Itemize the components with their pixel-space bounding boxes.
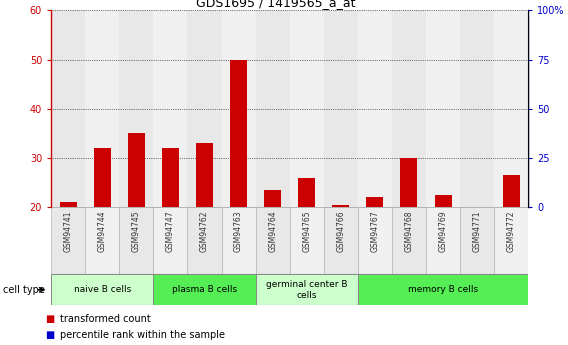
Bar xyxy=(51,207,85,274)
Text: memory B cells: memory B cells xyxy=(408,285,478,294)
Bar xyxy=(51,274,153,305)
Text: GSM94768: GSM94768 xyxy=(404,210,414,252)
Text: GSM94771: GSM94771 xyxy=(473,210,482,252)
Text: ■: ■ xyxy=(45,314,55,324)
Text: naive B cells: naive B cells xyxy=(74,285,131,294)
Bar xyxy=(162,148,179,207)
Text: GSM94762: GSM94762 xyxy=(200,210,209,252)
Text: ■: ■ xyxy=(45,330,55,339)
Bar xyxy=(358,207,392,274)
Bar xyxy=(256,274,358,305)
Bar xyxy=(196,143,213,207)
Bar xyxy=(153,274,256,305)
Bar xyxy=(392,10,426,207)
Text: GSM94745: GSM94745 xyxy=(132,210,141,252)
Bar xyxy=(230,60,247,207)
Point xyxy=(132,109,141,115)
Point xyxy=(438,115,448,120)
Bar xyxy=(460,207,494,274)
Bar xyxy=(435,195,452,207)
Text: GSM94764: GSM94764 xyxy=(268,210,277,252)
Bar xyxy=(119,207,153,274)
Point xyxy=(234,105,243,110)
Bar xyxy=(119,10,153,207)
Bar xyxy=(494,10,528,207)
Text: GSM94765: GSM94765 xyxy=(302,210,311,252)
Bar xyxy=(358,274,528,305)
Point xyxy=(166,109,175,115)
Text: GSM94747: GSM94747 xyxy=(166,210,175,252)
Bar xyxy=(324,10,358,207)
Point xyxy=(473,117,482,122)
Bar xyxy=(290,10,324,207)
Bar xyxy=(400,158,417,207)
Bar xyxy=(187,207,222,274)
Bar xyxy=(128,133,145,207)
Text: germinal center B
cells: germinal center B cells xyxy=(266,280,348,299)
Text: GSM94766: GSM94766 xyxy=(336,210,345,252)
Text: transformed count: transformed count xyxy=(60,314,151,324)
Bar xyxy=(503,175,520,207)
Point xyxy=(64,114,73,119)
Bar xyxy=(426,10,460,207)
Bar xyxy=(60,202,77,207)
Bar xyxy=(256,207,290,274)
Text: GSM94744: GSM94744 xyxy=(98,210,107,252)
Bar xyxy=(332,205,349,207)
Title: GDS1695 / 1419565_a_at: GDS1695 / 1419565_a_at xyxy=(195,0,355,9)
Point xyxy=(336,116,345,121)
Text: GSM94767: GSM94767 xyxy=(370,210,379,252)
Point xyxy=(98,109,107,115)
Bar xyxy=(290,207,324,274)
Bar xyxy=(85,207,119,274)
Text: GSM94741: GSM94741 xyxy=(64,210,73,252)
Point xyxy=(404,111,414,116)
Bar xyxy=(264,190,281,207)
Text: plasma B cells: plasma B cells xyxy=(172,285,237,294)
Text: GSM94769: GSM94769 xyxy=(438,210,448,252)
Text: GSM94763: GSM94763 xyxy=(234,210,243,252)
Bar xyxy=(222,207,256,274)
Bar xyxy=(324,207,358,274)
Bar xyxy=(222,10,256,207)
Bar xyxy=(358,10,392,207)
Bar xyxy=(94,148,111,207)
Text: GSM94772: GSM94772 xyxy=(507,210,516,252)
Point xyxy=(200,109,209,115)
Bar xyxy=(298,177,315,207)
Point xyxy=(268,112,277,117)
Point xyxy=(302,112,311,117)
Bar xyxy=(153,207,187,274)
Text: cell type: cell type xyxy=(3,285,45,295)
Text: percentile rank within the sample: percentile rank within the sample xyxy=(60,330,224,339)
Bar xyxy=(153,10,187,207)
Point xyxy=(507,113,516,118)
Bar xyxy=(366,197,383,207)
Bar xyxy=(51,10,85,207)
Bar xyxy=(494,207,528,274)
Point xyxy=(370,116,379,121)
Bar xyxy=(426,207,460,274)
Bar xyxy=(187,10,222,207)
Bar xyxy=(392,207,426,274)
Bar xyxy=(85,10,119,207)
Bar xyxy=(256,10,290,207)
Bar xyxy=(460,10,494,207)
